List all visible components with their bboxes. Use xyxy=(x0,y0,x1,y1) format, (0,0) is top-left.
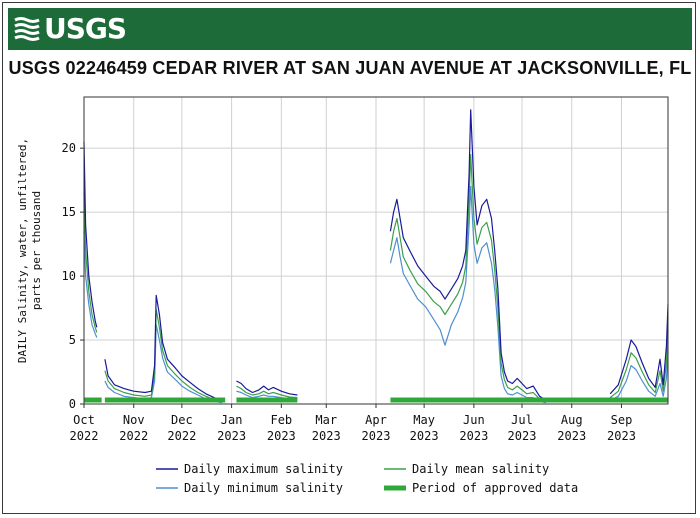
usgs-logo-text: USGS xyxy=(44,12,127,45)
x-tick-month: Sep xyxy=(611,413,633,427)
series-line-mean xyxy=(609,329,669,399)
usgs-banner: USGS xyxy=(8,8,692,50)
series-line-max xyxy=(236,380,298,396)
usgs-logo: USGS xyxy=(14,12,127,45)
x-tick-month: Nov xyxy=(123,413,145,427)
series-line-max xyxy=(609,304,669,395)
grid-lines xyxy=(83,97,668,405)
x-tick-year: 2023 xyxy=(459,429,488,443)
x-tick-month: May xyxy=(413,413,435,427)
usgs-wave-icon xyxy=(14,17,40,41)
series-line-mean xyxy=(236,385,298,399)
y-tick-label: 20 xyxy=(62,141,76,155)
x-tick-month: Jun xyxy=(463,413,485,427)
y-tick-label: 0 xyxy=(69,397,76,411)
x-tick-year: 2022 xyxy=(70,429,99,443)
x-tick-year: 2023 xyxy=(410,429,439,443)
x-tick-month: Jan xyxy=(221,413,243,427)
x-tick-year: 2022 xyxy=(119,429,148,443)
chart-title: USGS 02246459 CEDAR RIVER AT SAN JUAN AV… xyxy=(8,58,692,78)
series-line-min xyxy=(389,185,547,404)
legend-label-min: Daily minimum salinity xyxy=(184,481,343,495)
series-line-max xyxy=(389,109,547,401)
x-tick-year: 2023 xyxy=(267,429,296,443)
chart-frame xyxy=(2,2,696,514)
y-tick-labels: 0 5 10 15 20 xyxy=(62,141,84,411)
y-tick-label: 5 xyxy=(69,333,76,347)
x-tick-year: 2023 xyxy=(607,429,636,443)
y-axis-label-line: DAILY Salinity, water, unfiltered, xyxy=(16,138,29,363)
legend-label-max: Daily maximum salinity xyxy=(184,462,343,476)
series-layer xyxy=(83,109,669,404)
x-tick-month: Apr xyxy=(365,413,387,427)
x-tick-month: Aug xyxy=(561,413,583,427)
series-line-mean xyxy=(389,154,547,402)
y-tick-label: 10 xyxy=(62,269,76,283)
x-tick-month: Oct xyxy=(73,413,95,427)
series-line-mean xyxy=(83,192,98,333)
x-tick-year: 2023 xyxy=(508,429,537,443)
x-tick-labels: Oct 2022 Nov 2022 Dec 2022 Jan 2023 Feb 2023 Mar 20… xyxy=(70,404,636,443)
legend: Daily maximum salinity Daily mean salinit… xyxy=(156,462,578,495)
x-tick-year: 2022 xyxy=(167,429,196,443)
y-axis-label: DAILY Salinity, water, unfiltered, parts … xyxy=(16,138,43,363)
legend-label-mean: Daily mean salinity xyxy=(412,462,549,476)
legend-label-approved: Period of approved data xyxy=(412,481,578,495)
x-tick-month: Mar xyxy=(315,413,337,427)
x-tick-year: 2023 xyxy=(362,429,391,443)
series-line-min xyxy=(104,324,223,404)
x-tick-year: 2023 xyxy=(557,429,586,443)
x-tick-month: Feb xyxy=(270,413,292,427)
x-tick-month: Dec xyxy=(171,413,193,427)
x-tick-year: 2023 xyxy=(217,429,246,443)
series-line-min xyxy=(609,352,669,401)
y-axis-label-line: parts per thousand xyxy=(30,191,43,310)
series-line-mean xyxy=(104,308,223,402)
y-tick-label: 15 xyxy=(62,205,76,219)
series-line-max xyxy=(83,141,98,328)
x-tick-month: Jul xyxy=(511,413,533,427)
x-tick-year: 2023 xyxy=(312,429,341,443)
series-line-max xyxy=(104,294,223,401)
series-line-min xyxy=(83,231,98,338)
